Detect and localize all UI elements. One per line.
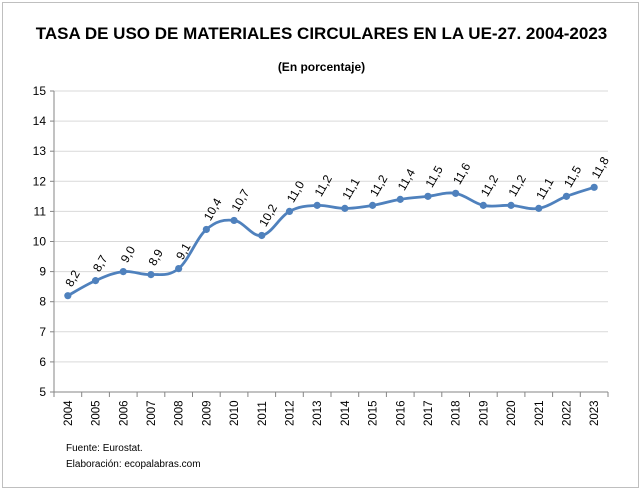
x-tick-label: 2004 — [63, 400, 75, 426]
y-tick-label: 9 — [39, 265, 46, 279]
data-point — [452, 189, 460, 197]
x-tick-label: 2008 — [174, 400, 186, 426]
data-label: 11,5 — [422, 163, 446, 190]
data-point — [202, 225, 210, 234]
data-label: 11,8 — [589, 154, 613, 181]
x-tick-label: 2011 — [257, 401, 269, 426]
data-label: 9,1 — [173, 240, 194, 262]
x-tick-label: 2023 — [589, 400, 601, 426]
source-note: Fuente: Eurostat. — [66, 443, 143, 454]
data-point — [147, 271, 155, 279]
x-tick-label: 2013 — [312, 400, 324, 426]
y-tick-label: 11 — [34, 204, 47, 218]
data-point — [91, 277, 100, 285]
data-point — [341, 204, 349, 212]
data-point — [479, 201, 487, 209]
data-point — [368, 201, 377, 209]
data-label: 11,4 — [395, 166, 419, 193]
y-tick-label: 6 — [39, 355, 46, 369]
x-tick-label: 2021 — [534, 400, 546, 426]
y-tick-label: 5 — [39, 385, 46, 399]
x-tick-label: 2018 — [451, 400, 463, 426]
data-point — [230, 216, 238, 225]
y-tick-label: 10 — [33, 235, 47, 249]
data-label: 11,2 — [478, 172, 502, 199]
x-tick-label: 2015 — [368, 400, 380, 426]
data-point — [175, 264, 183, 273]
data-point — [396, 195, 404, 203]
data-label: 11,1 — [339, 175, 363, 202]
x-tick-label: 2017 — [423, 400, 435, 426]
data-label: 11,5 — [561, 163, 585, 190]
chart-subtitle: (En porcentaje) — [277, 60, 366, 74]
x-tick-label: 2022 — [561, 400, 573, 426]
data-point — [507, 201, 515, 209]
data-point — [313, 201, 321, 209]
data-point — [285, 207, 294, 215]
y-tick-label: 14 — [33, 114, 47, 128]
data-label: 9,0 — [118, 243, 139, 265]
x-tick-label: 2009 — [201, 400, 213, 426]
data-point — [258, 231, 266, 240]
data-point — [119, 268, 127, 276]
x-tick-label: 2014 — [340, 400, 352, 426]
data-label: 11,1 — [533, 175, 557, 202]
data-point — [424, 192, 432, 200]
y-tick-label: 15 — [33, 84, 47, 98]
data-point — [590, 183, 598, 191]
data-label: 11,2 — [367, 172, 391, 199]
x-tick-label: 2007 — [146, 400, 158, 426]
x-tick-label: 2020 — [506, 400, 518, 426]
x-tick-label: 2005 — [91, 400, 103, 426]
data-label: 10,4 — [201, 195, 225, 223]
chart-frame — [2, 2, 639, 488]
data-label: 8,7 — [90, 252, 111, 274]
data-point — [562, 192, 571, 200]
chart-title: TASA DE USO DE MATERIALES CIRCULARES EN … — [35, 24, 608, 43]
y-tick-label: 7 — [39, 325, 46, 339]
credit-note: Elaboración: ecopalabras.com — [66, 459, 201, 470]
x-tick-label: 2010 — [229, 400, 241, 426]
data-label: 8,9 — [145, 246, 166, 268]
y-tick-label: 13 — [33, 144, 47, 158]
data-label: 11,0 — [284, 178, 308, 205]
data-point — [535, 204, 543, 212]
x-tick-label: 2016 — [395, 400, 407, 426]
y-tick-label: 8 — [39, 295, 46, 309]
data-label: 11,2 — [312, 172, 336, 199]
data-label: 11,6 — [450, 160, 474, 187]
data-label: 10,7 — [229, 186, 253, 214]
data-point — [64, 292, 72, 300]
x-tick-label: 2012 — [284, 400, 296, 426]
x-tick-label: 2006 — [118, 400, 130, 426]
data-label: 11,2 — [506, 172, 530, 199]
x-tick-label: 2019 — [478, 400, 490, 426]
y-tick-label: 12 — [33, 174, 47, 188]
data-label: 8,2 — [62, 267, 83, 289]
